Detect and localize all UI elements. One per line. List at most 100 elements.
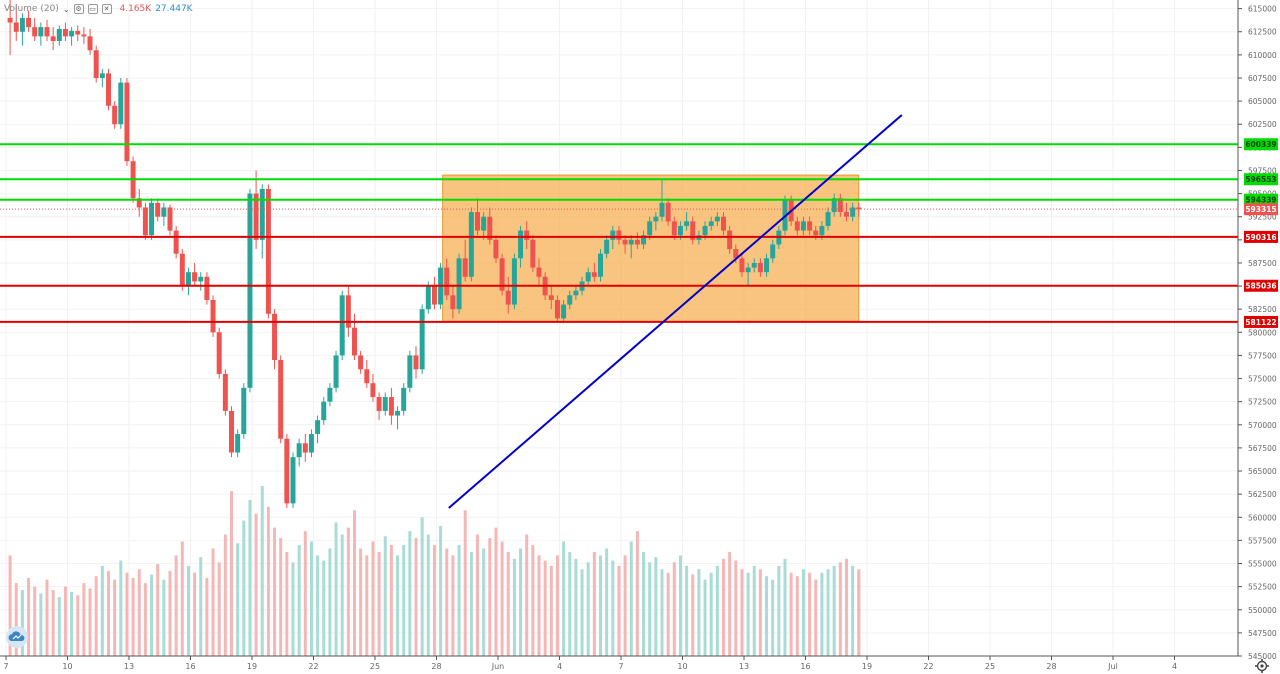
candle xyxy=(376,392,382,421)
volume-bar xyxy=(230,491,233,656)
price-tick-label: 575000 xyxy=(1248,375,1277,384)
candle-body xyxy=(757,262,763,273)
volume-bar xyxy=(82,583,86,656)
price-tick-label: 552500 xyxy=(1248,583,1277,592)
candle-body xyxy=(475,212,480,231)
candle-body xyxy=(81,34,87,37)
candle-body xyxy=(229,410,234,453)
gear-icon[interactable] xyxy=(1254,658,1270,674)
volume-bar xyxy=(248,499,252,656)
candle-body xyxy=(395,410,401,416)
price-tick-label: 587500 xyxy=(1248,259,1277,268)
volume-bar xyxy=(642,551,646,656)
candle xyxy=(425,281,431,314)
volume-bar xyxy=(8,555,12,656)
volume-bar xyxy=(359,548,363,656)
volume-bar xyxy=(771,579,775,656)
time-axis-bg xyxy=(0,656,1238,674)
candle-body xyxy=(308,434,314,453)
volume-bar xyxy=(746,572,750,656)
level-price-tag-label: 593315 xyxy=(1245,205,1276,214)
volume-bar xyxy=(482,548,486,656)
candle-body xyxy=(142,207,148,236)
candle-body xyxy=(794,221,800,231)
remove-icon[interactable]: ✕ xyxy=(101,4,112,14)
candle xyxy=(321,397,327,425)
candle-body xyxy=(727,230,733,250)
candle xyxy=(567,290,573,310)
volume-bar xyxy=(451,555,455,656)
volume-bar xyxy=(76,595,80,656)
volume-indicator-label[interactable]: Volume (20) xyxy=(4,4,59,14)
time-axis[interactable]: 7 10 13 16 19 22 25 28 Jun 4 7 10 13 16 19 22 25 28 Jul 4 xyxy=(0,655,1238,674)
candle xyxy=(487,207,493,245)
candle-body xyxy=(598,253,603,277)
trendline[interactable] xyxy=(448,114,903,509)
candle-body xyxy=(800,221,806,231)
candle-body xyxy=(161,207,167,217)
candle-body xyxy=(13,22,19,32)
price-axis[interactable]: 6150006125006100006075006050006025006000… xyxy=(1237,0,1280,674)
candle-body xyxy=(247,193,253,388)
candle-body xyxy=(708,221,714,226)
candle xyxy=(56,25,62,46)
candle xyxy=(216,327,222,379)
candle xyxy=(247,188,253,393)
candle-body xyxy=(653,216,659,222)
candle-body xyxy=(87,36,93,51)
candle-body xyxy=(505,290,511,305)
range-box[interactable] xyxy=(442,174,860,323)
volume-bars xyxy=(8,486,861,656)
volume-bar xyxy=(728,551,732,656)
candle-body xyxy=(745,267,751,273)
level-price-tag xyxy=(1244,203,1278,216)
volume-bar xyxy=(396,555,400,656)
volume-bar xyxy=(469,551,473,656)
candle xyxy=(444,258,450,300)
candle xyxy=(499,253,505,296)
candle xyxy=(179,249,185,291)
volume-bar xyxy=(826,569,830,656)
volume-bar xyxy=(316,555,320,656)
settings-small-icon[interactable]: ⚙ xyxy=(73,4,84,14)
price-tick-label: 570000 xyxy=(1248,421,1277,430)
volume-bar xyxy=(845,558,848,656)
candle xyxy=(721,212,726,236)
volume-bar xyxy=(119,560,123,656)
chevron-down-icon[interactable]: ⌄ xyxy=(62,4,70,14)
volume-bar xyxy=(740,569,744,656)
candle xyxy=(265,184,271,319)
horizontal-levels[interactable] xyxy=(0,143,1238,323)
candle-body xyxy=(554,299,560,319)
candle xyxy=(401,383,407,416)
candle-body xyxy=(302,443,308,453)
level-price-tag xyxy=(1244,138,1278,151)
candle-body xyxy=(7,17,13,23)
price-tick-label: 580000 xyxy=(1248,328,1277,337)
candle xyxy=(388,387,394,425)
price-tick-label: 592500 xyxy=(1248,213,1277,222)
candle xyxy=(641,230,647,250)
volume-bar xyxy=(648,562,652,656)
candle xyxy=(44,19,50,41)
volume-bar xyxy=(383,536,387,656)
candle-body xyxy=(198,276,204,282)
volume-bar xyxy=(795,576,799,656)
candle-body xyxy=(265,188,271,314)
volume-bar xyxy=(107,571,110,656)
volume-bar xyxy=(402,544,406,656)
app-logo[interactable] xyxy=(6,626,28,648)
volume-bar xyxy=(414,538,418,656)
format-icon[interactable]: ▭ xyxy=(87,4,98,14)
volume-bar xyxy=(685,565,689,656)
price-tick-label: 602500 xyxy=(1248,120,1277,129)
volume-bar xyxy=(273,527,277,656)
candle xyxy=(524,221,530,250)
candle xyxy=(229,406,234,458)
price-tick-label: 545000 xyxy=(1248,652,1277,661)
candlesticks xyxy=(7,0,862,509)
candle-body xyxy=(530,239,536,268)
volume-bar xyxy=(562,541,566,656)
price-tick-label: 562500 xyxy=(1248,490,1277,499)
